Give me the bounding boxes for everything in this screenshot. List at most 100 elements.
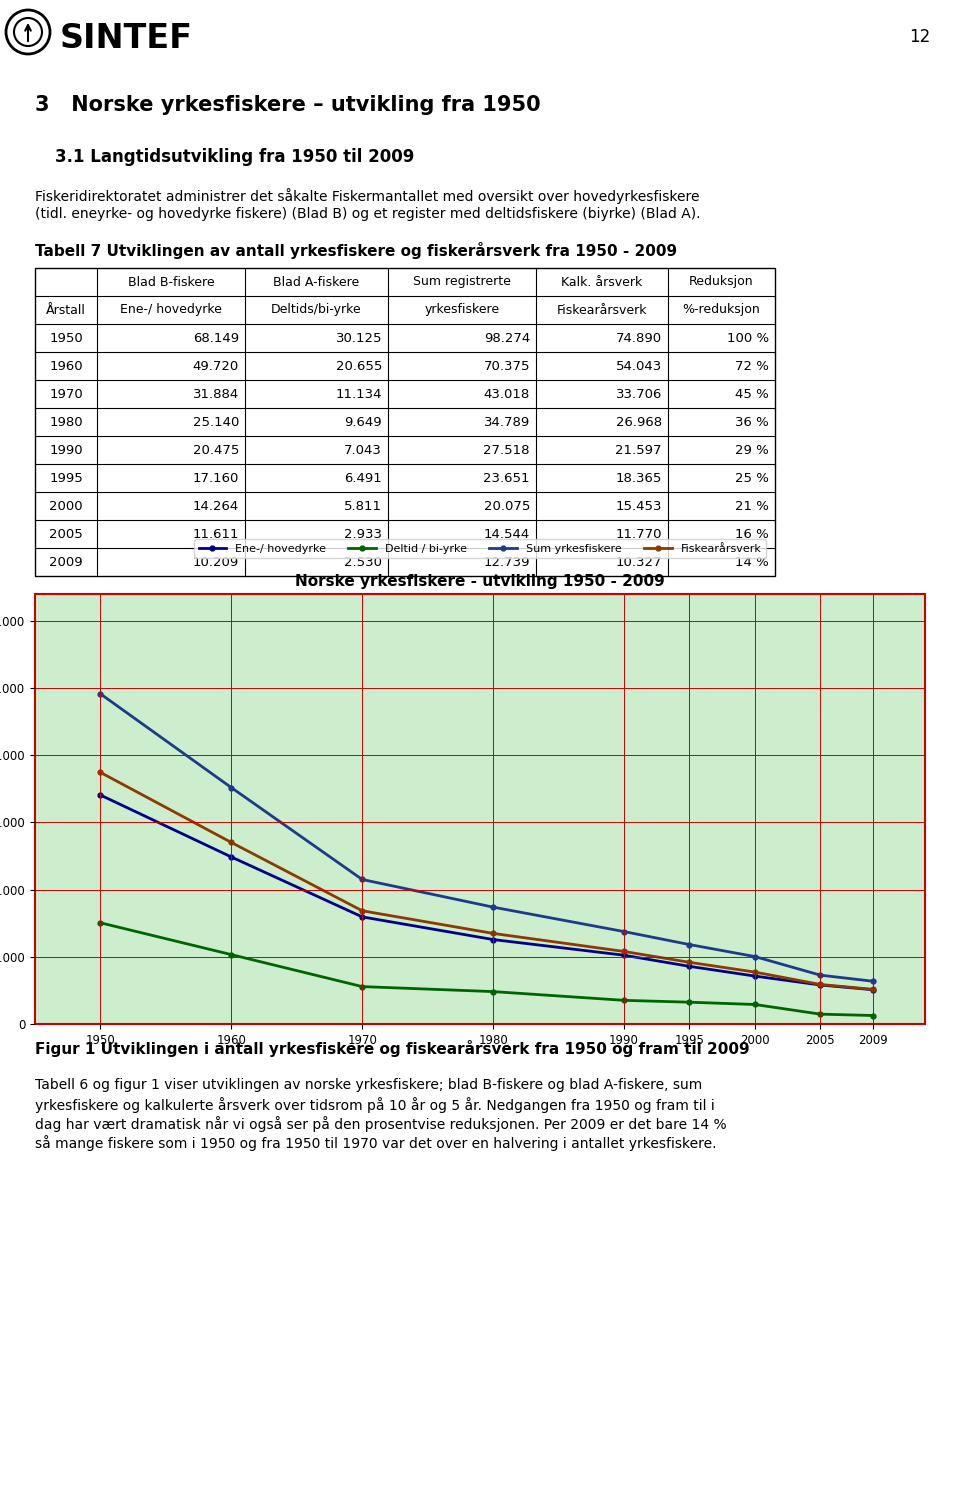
Fiskearårsverk — [618, 942, 630, 960]
Text: Blad B-fiskere: Blad B-fiskere — [128, 275, 214, 289]
Text: 11.770: 11.770 — [615, 527, 662, 540]
Text: 14.544: 14.544 — [484, 527, 530, 540]
Text: 6.491: 6.491 — [345, 471, 382, 485]
Deltid / bi-yrke — [356, 978, 368, 996]
Text: 2005: 2005 — [49, 527, 83, 540]
Text: 74.890: 74.890 — [616, 331, 662, 345]
Fiskearårsverk — [749, 963, 760, 981]
Text: Ene-/ hovedyrke: Ene-/ hovedyrke — [120, 304, 222, 316]
Text: 11.134: 11.134 — [335, 387, 382, 400]
Text: 49.720: 49.720 — [193, 360, 239, 373]
Text: 1960: 1960 — [49, 360, 83, 373]
Text: 1995: 1995 — [49, 471, 83, 485]
Text: 1970: 1970 — [49, 387, 83, 400]
Fiskearårsverk — [684, 953, 695, 971]
Line: Fiskearårsverk: Fiskearårsverk — [98, 771, 876, 992]
Text: 16 %: 16 % — [735, 527, 769, 540]
Text: 17.160: 17.160 — [193, 471, 239, 485]
Deltid / bi-yrke — [488, 983, 499, 1001]
Text: 1950: 1950 — [49, 331, 83, 345]
Sum yrkesfiskere — [814, 966, 826, 984]
Ene-/ hovedyrke — [356, 908, 368, 926]
Text: 68.149: 68.149 — [193, 331, 239, 345]
Text: SINTEF: SINTEF — [60, 23, 193, 56]
Deltid / bi-yrke — [618, 992, 630, 1010]
Text: 2.933: 2.933 — [344, 527, 382, 540]
Deltid / bi-yrke — [684, 993, 695, 1011]
Text: 2.530: 2.530 — [344, 555, 382, 569]
Deltid / bi-yrke — [867, 1007, 878, 1025]
Text: Tabell 7 Utviklingen av antall yrkesfiskere og fiskerårsverk fra 1950 - 2009: Tabell 7 Utviklingen av antall yrkesfisk… — [35, 242, 677, 259]
Ene-/ hovedyrke — [867, 981, 878, 999]
Text: 3   Norske yrkesfiskere – utvikling fra 1950: 3 Norske yrkesfiskere – utvikling fra 19… — [35, 95, 540, 114]
Sum yrkesfiskere — [95, 685, 107, 703]
Text: 26.968: 26.968 — [616, 415, 662, 429]
Text: 12.739: 12.739 — [484, 555, 530, 569]
Text: 2000: 2000 — [49, 500, 83, 513]
Text: 100 %: 100 % — [727, 331, 769, 345]
Bar — [35, 268, 775, 576]
Text: 36 %: 36 % — [735, 415, 769, 429]
Text: 34.789: 34.789 — [484, 415, 530, 429]
Text: 70.375: 70.375 — [484, 360, 530, 373]
Text: 23.651: 23.651 — [484, 471, 530, 485]
Fiskearårsverk — [226, 834, 237, 852]
Text: 9.649: 9.649 — [345, 415, 382, 429]
Text: 1980: 1980 — [49, 415, 83, 429]
Line: Ene-/ hovedyrke: Ene-/ hovedyrke — [98, 793, 876, 992]
Text: Deltids/bi-yrke: Deltids/bi-yrke — [271, 304, 362, 316]
Text: Fiskearårsverk: Fiskearårsverk — [557, 304, 647, 316]
Text: Blad A-fiskere: Blad A-fiskere — [274, 275, 360, 289]
Ene-/ hovedyrke — [618, 947, 630, 965]
Sum yrkesfiskere — [749, 948, 760, 966]
Text: 1990: 1990 — [49, 444, 83, 456]
Ene-/ hovedyrke — [488, 930, 499, 948]
Text: Sum registrerte: Sum registrerte — [413, 275, 511, 289]
Text: %-reduksjon: %-reduksjon — [683, 304, 760, 316]
Text: 72 %: 72 % — [735, 360, 769, 373]
Sum yrkesfiskere — [488, 898, 499, 917]
Text: 5.811: 5.811 — [344, 500, 382, 513]
Fiskearårsverk — [356, 901, 368, 920]
Deltid / bi-yrke — [226, 945, 237, 963]
Text: 33.706: 33.706 — [615, 387, 662, 400]
Text: 12: 12 — [909, 29, 930, 47]
Text: 20.075: 20.075 — [484, 500, 530, 513]
Text: 21.597: 21.597 — [615, 444, 662, 456]
Ene-/ hovedyrke — [95, 786, 107, 804]
Text: 30.125: 30.125 — [335, 331, 382, 345]
Text: så mange fiskere som i 1950 og fra 1950 til 1970 var det over en halvering i ant: så mange fiskere som i 1950 og fra 1950 … — [35, 1135, 716, 1151]
Legend: Ene-/ hovedyrke, Deltid / bi-yrke, Sum yrkesfiskere, Fiskearårsverk: Ene-/ hovedyrke, Deltid / bi-yrke, Sum y… — [194, 539, 766, 558]
Text: Fiskeridirektoratet administrer det såkalte Fiskermantallet med oversikt over ho: Fiskeridirektoratet administrer det såka… — [35, 188, 700, 205]
Text: 10.209: 10.209 — [193, 555, 239, 569]
Deltid / bi-yrke — [814, 1005, 826, 1023]
Text: Tabell 6 og figur 1 viser utviklingen av norske yrkesfiskere; blad B-fiskere og : Tabell 6 og figur 1 viser utviklingen av… — [35, 1078, 703, 1093]
Text: 25 %: 25 % — [735, 471, 769, 485]
Ene-/ hovedyrke — [749, 968, 760, 986]
Text: dag har vært dramatisk når vi også ser på den prosentvise reduksjonen. Per 2009 : dag har vært dramatisk når vi også ser p… — [35, 1117, 727, 1132]
Ene-/ hovedyrke — [684, 957, 695, 975]
Text: 14.264: 14.264 — [193, 500, 239, 513]
Text: 43.018: 43.018 — [484, 387, 530, 400]
Text: (tidl. eneyrke- og hovedyrke fiskere) (Blad B) og et register med deltidsfiskere: (tidl. eneyrke- og hovedyrke fiskere) (B… — [35, 208, 701, 221]
Text: yrkesfiskere: yrkesfiskere — [424, 304, 499, 316]
Text: 11.611: 11.611 — [193, 527, 239, 540]
Fiskearårsverk — [95, 763, 107, 781]
Text: 31.884: 31.884 — [193, 387, 239, 400]
Text: 27.518: 27.518 — [484, 444, 530, 456]
Text: 7.043: 7.043 — [344, 444, 382, 456]
Text: 25.140: 25.140 — [193, 415, 239, 429]
Text: 15.453: 15.453 — [615, 500, 662, 513]
Text: Figur 1 Utviklingen i antall yrkesfiskere og fiskearårsverk fra 1950 og fram til: Figur 1 Utviklingen i antall yrkesfisker… — [35, 1040, 750, 1057]
Text: 18.365: 18.365 — [615, 471, 662, 485]
Ene-/ hovedyrke — [814, 975, 826, 993]
Text: 98.274: 98.274 — [484, 331, 530, 345]
Ene-/ hovedyrke — [226, 847, 237, 865]
Line: Deltid / bi-yrke: Deltid / bi-yrke — [98, 921, 876, 1017]
Sum yrkesfiskere — [867, 972, 878, 990]
Text: 14 %: 14 % — [735, 555, 769, 569]
Fiskearårsverk — [488, 924, 499, 942]
Sum yrkesfiskere — [226, 778, 237, 796]
Text: 10.327: 10.327 — [615, 555, 662, 569]
Text: 29 %: 29 % — [735, 444, 769, 456]
